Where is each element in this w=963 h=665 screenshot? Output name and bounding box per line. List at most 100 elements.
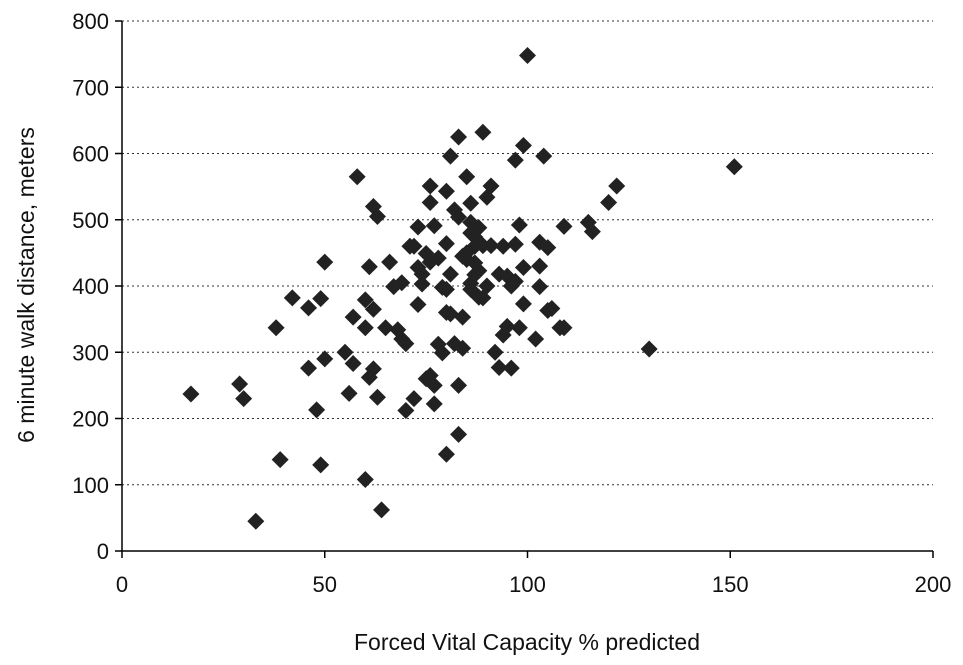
- data-point-20: [356, 319, 374, 337]
- data-point-40: [405, 390, 423, 408]
- data-point-74: [454, 308, 472, 326]
- data-point-31: [381, 253, 399, 271]
- data-point-53: [425, 395, 443, 413]
- data-point-49: [421, 177, 439, 195]
- data-point-115: [519, 46, 536, 64]
- y-tick-label-100: 100: [72, 473, 109, 498]
- data-point-22: [360, 258, 378, 276]
- data-point-120: [535, 147, 553, 165]
- data-point-8: [300, 359, 318, 377]
- y-tick-label-0: 0: [97, 539, 109, 564]
- data-point-19: [356, 291, 374, 309]
- data-point-95: [478, 277, 496, 295]
- data-point-116: [527, 330, 545, 348]
- data-point-100: [490, 358, 508, 376]
- data-point-98: [486, 343, 504, 361]
- data-point-4: [267, 319, 285, 337]
- data-point-71: [450, 376, 468, 394]
- data-point-10: [312, 456, 330, 474]
- data-point-2: [235, 390, 253, 408]
- data-point-111: [510, 319, 528, 337]
- data-point-97: [482, 237, 500, 255]
- data-point-6: [283, 289, 301, 307]
- data-point-72: [450, 425, 468, 443]
- data-point-37: [397, 335, 415, 353]
- data-point-28: [368, 388, 386, 406]
- data-point-63: [437, 445, 455, 463]
- data-point-15: [340, 384, 358, 402]
- data-point-96: [482, 177, 500, 195]
- x-tick-label-200: 200: [915, 572, 952, 597]
- x-tick-labels: 0 50 100 150 200: [116, 572, 951, 597]
- data-point-125: [555, 319, 573, 337]
- data-point-14: [336, 343, 354, 361]
- data-point-58: [433, 344, 451, 362]
- x-tick-label-150: 150: [712, 572, 749, 597]
- data-point-105: [502, 277, 520, 295]
- data-point-131: [640, 340, 658, 358]
- y-tick-label-200: 200: [72, 407, 109, 432]
- data-point-30: [377, 319, 395, 337]
- data-point-106: [502, 359, 520, 377]
- axes: [115, 20, 934, 558]
- x-tick-label-50: 50: [313, 572, 337, 597]
- data-point-44: [413, 265, 431, 283]
- data-point-11: [312, 290, 330, 308]
- data-point-17: [344, 355, 362, 373]
- data-point-91: [474, 123, 492, 141]
- data-point-107: [506, 151, 524, 169]
- data-point-108: [506, 235, 524, 253]
- x-tick-label-100: 100: [509, 572, 546, 597]
- data-point-60: [437, 235, 455, 253]
- data-point-132: [725, 158, 743, 176]
- data-point-129: [600, 194, 618, 212]
- data-point-25: [364, 360, 382, 378]
- data-point-21: [356, 470, 374, 488]
- data-point-52: [425, 376, 443, 394]
- data-point-16: [344, 308, 362, 326]
- data-point-101: [494, 237, 512, 255]
- data-point-75: [454, 339, 472, 357]
- data-point-113: [514, 258, 532, 276]
- data-point-64: [441, 147, 459, 165]
- data-point-34: [393, 274, 411, 292]
- data-point-76: [458, 168, 476, 186]
- data-point-27: [368, 207, 386, 225]
- data-point-65: [441, 265, 459, 283]
- data-point-41: [409, 218, 427, 236]
- data-point-130: [608, 177, 626, 195]
- x-tick-label-0: 0: [116, 572, 128, 597]
- data-point-5: [271, 451, 289, 469]
- data-point-3: [247, 512, 265, 530]
- y-tick-label-600: 600: [72, 142, 109, 167]
- y-tick-labels: 0 100 200 300 400 500 600 700 800: [72, 9, 109, 564]
- data-point-48: [421, 194, 439, 212]
- data-point-45: [413, 275, 431, 293]
- data-point-55: [429, 249, 447, 267]
- data-point-54: [425, 217, 443, 235]
- data-point-110: [510, 216, 528, 234]
- gridlines: [122, 20, 933, 486]
- data-point-43: [409, 296, 427, 314]
- data-point-112: [514, 137, 532, 155]
- x-axis-title: Forced Vital Capacity % predicted: [354, 629, 700, 655]
- data-point-69: [450, 128, 468, 146]
- y-axis-title: 6 minute walk distance, meters: [13, 127, 39, 443]
- y-tick-label-400: 400: [72, 274, 109, 299]
- data-point-128: [583, 223, 601, 241]
- data-point-88: [470, 219, 488, 237]
- data-point-9: [308, 401, 326, 419]
- data-point-109: [506, 272, 524, 290]
- data-point-118: [531, 257, 549, 275]
- data-point-7: [300, 299, 318, 317]
- y-tick-label-800: 800: [72, 9, 109, 34]
- data-point-89: [470, 262, 488, 280]
- data-point-119: [531, 278, 549, 296]
- data-point-114: [514, 295, 532, 313]
- data-point-1: [231, 375, 249, 393]
- data-point-26: [364, 300, 382, 318]
- data-point-66: [441, 305, 459, 323]
- y-tick-label-700: 700: [72, 75, 109, 100]
- data-point-70: [450, 208, 468, 226]
